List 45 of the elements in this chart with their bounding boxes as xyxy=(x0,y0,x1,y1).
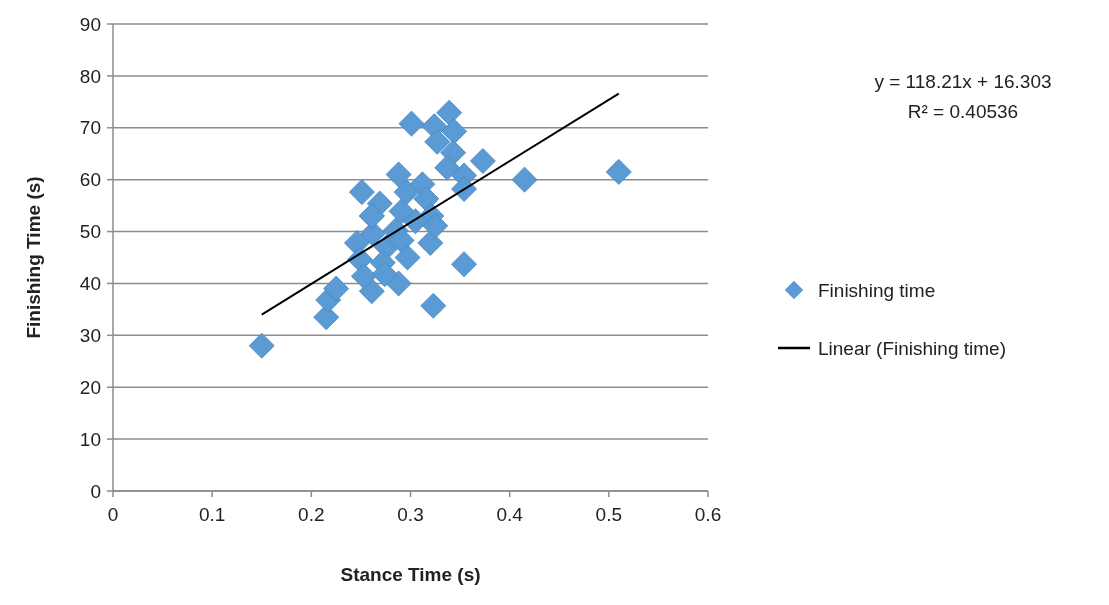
point xyxy=(469,148,496,174)
point xyxy=(358,278,385,305)
y-tick-label: 80 xyxy=(79,65,101,87)
x-tick-label: 0.4 xyxy=(496,504,524,525)
y-tick-label: 30 xyxy=(79,324,101,346)
y-tick-label: 10 xyxy=(79,428,101,450)
point xyxy=(511,166,538,193)
y-tick-label: 60 xyxy=(79,169,101,191)
legend-label: Linear (Finishing time) xyxy=(818,337,1006,359)
point xyxy=(248,332,275,359)
y-tick-label: 50 xyxy=(79,221,101,243)
point xyxy=(605,158,632,185)
x-tick-label: 0.2 xyxy=(298,504,325,525)
text: R² = 0.40536 xyxy=(907,101,1019,122)
point xyxy=(388,198,415,225)
point xyxy=(451,251,477,278)
y-tick-label: 70 xyxy=(79,117,101,139)
point xyxy=(394,244,421,271)
y-tick-label: 0 xyxy=(90,480,101,502)
text: y = 118.21x + 16.303 xyxy=(874,71,1052,92)
point xyxy=(436,99,463,126)
point xyxy=(350,263,377,290)
y-axis-title: Finishing Time (s) xyxy=(23,176,44,339)
x-tick-label: 0 xyxy=(107,504,119,525)
legend-label: Finishing time xyxy=(818,279,936,301)
point xyxy=(424,128,451,155)
x-tick-label: 0.3 xyxy=(397,504,424,525)
x-tick-label: 0.1 xyxy=(198,504,226,525)
x-tick-label: 0.6 xyxy=(694,504,722,525)
y-tick-label: 40 xyxy=(79,273,101,295)
point xyxy=(398,110,425,137)
point xyxy=(441,118,468,145)
y-tick-label: 90 xyxy=(79,13,101,35)
point xyxy=(323,275,350,302)
point xyxy=(434,154,461,181)
point xyxy=(417,230,444,256)
point xyxy=(422,212,449,239)
y-tick-label: 20 xyxy=(79,376,101,398)
point xyxy=(385,161,412,188)
point xyxy=(371,261,398,288)
point xyxy=(348,179,375,206)
x-tick-label: 0.5 xyxy=(595,504,623,525)
point xyxy=(420,292,447,319)
x-axis-title: Stance Time (s) xyxy=(340,564,481,585)
point xyxy=(388,227,415,254)
